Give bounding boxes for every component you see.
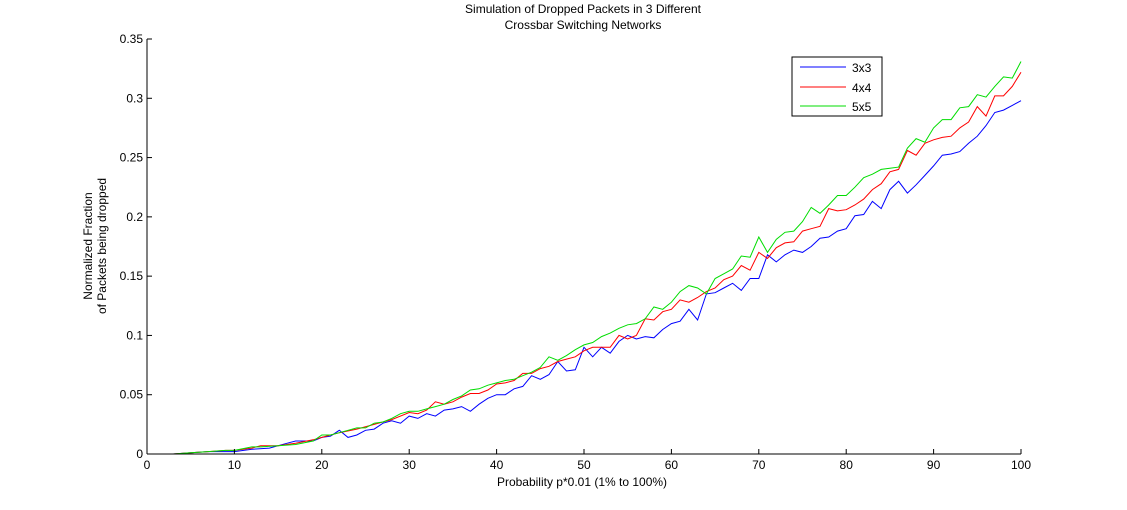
series-layer bbox=[155, 61, 1022, 455]
x-tick-label: 80 bbox=[840, 458, 854, 472]
series-line-3x3 bbox=[155, 100, 1022, 455]
x-tick-label: 60 bbox=[665, 458, 679, 472]
y-tick-label: 0.3 bbox=[126, 91, 143, 105]
y-tick-label: 0 bbox=[136, 447, 143, 461]
x-tick-label: 40 bbox=[490, 458, 504, 472]
series-line-5x5 bbox=[155, 61, 1022, 455]
x-ticks: 0 10 20 30 40 50 60 70 80 90 100 bbox=[144, 449, 1031, 472]
y-tick-label: 0.25 bbox=[120, 151, 144, 165]
x-tick-label: 10 bbox=[228, 458, 242, 472]
x-tick-label: 100 bbox=[1011, 458, 1031, 472]
x-tick-label: 0 bbox=[144, 458, 151, 472]
legend: 3x3 4x4 5x5 bbox=[791, 56, 883, 117]
y-tick-label: 0.1 bbox=[126, 328, 143, 342]
legend-label-5x5: 5x5 bbox=[852, 100, 872, 114]
y-axis-label-line-1: Normalized Fraction bbox=[81, 192, 95, 299]
y-axis-label: Normalized Fraction of Packets being dro… bbox=[81, 178, 109, 314]
x-tick-label: 20 bbox=[315, 458, 329, 472]
legend-label-3x3: 3x3 bbox=[852, 61, 872, 75]
y-tick-label: 0.35 bbox=[120, 32, 144, 46]
x-tick-label: 50 bbox=[577, 458, 591, 472]
chart-subtitle: Crossbar Switching Networks bbox=[505, 18, 662, 32]
y-tick-label: 0.15 bbox=[120, 269, 144, 283]
x-tick-label: 90 bbox=[927, 458, 941, 472]
y-ticks: 0 0.05 0.1 0.15 0.2 0.25 0.3 0.35 bbox=[120, 32, 152, 461]
y-tick-label: 0.05 bbox=[120, 388, 144, 402]
y-tick-label: 0.2 bbox=[126, 210, 143, 224]
legend-label-4x4: 4x4 bbox=[852, 81, 872, 95]
y-axis-label-line-2: of Packets being dropped bbox=[95, 178, 109, 314]
plot-area bbox=[147, 39, 1021, 454]
x-tick-label: 70 bbox=[752, 458, 766, 472]
x-axis-label: Probability p*0.01 (1% to 100%) bbox=[497, 475, 667, 489]
x-tick-label: 30 bbox=[403, 458, 417, 472]
chart-title: Simulation of Dropped Packets in 3 Diffe… bbox=[465, 2, 702, 16]
